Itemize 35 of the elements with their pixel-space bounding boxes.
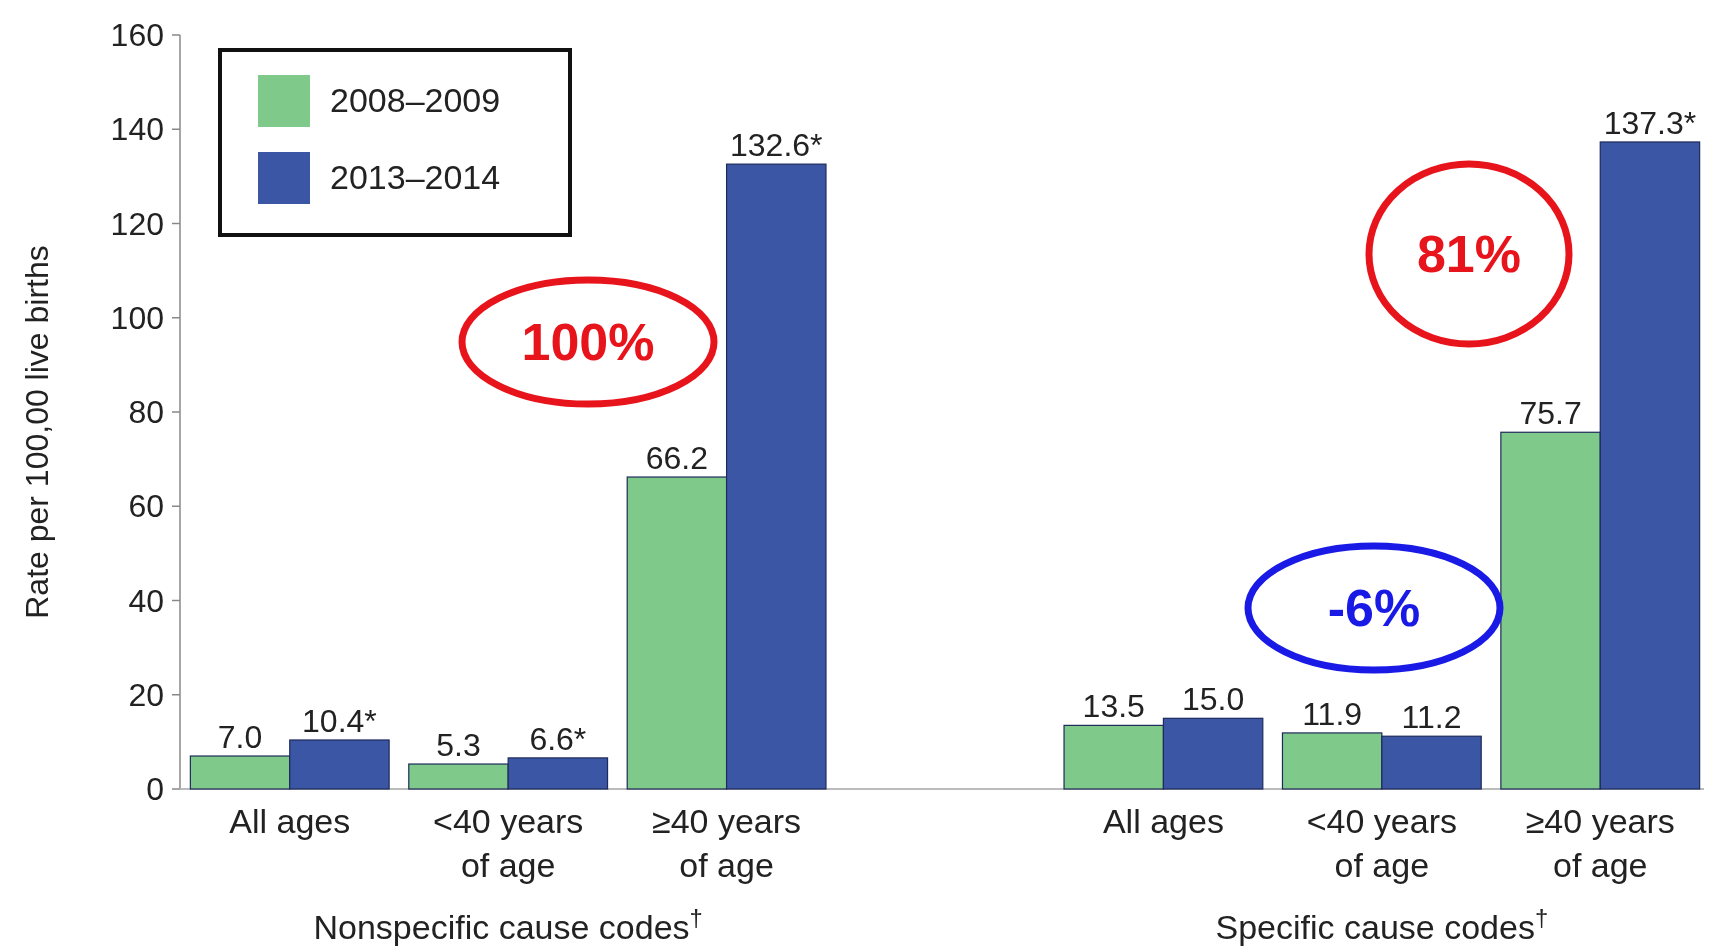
x-tick-label: <40 years of age: [433, 802, 584, 884]
y-tick-label: 140: [110, 111, 164, 148]
data-label: 6.6*: [529, 720, 587, 757]
x-tick-label: All ages: [229, 802, 351, 840]
x-tick-label: <40 years of age: [1306, 802, 1457, 884]
y-tick-label: 0: [146, 771, 164, 807]
y-tick-label: 60: [128, 488, 164, 525]
data-label: 137.3*: [1603, 104, 1697, 141]
data-label: 11.9: [1302, 695, 1363, 732]
annotation: 100%: [521, 313, 655, 371]
data-label: 66.2: [645, 440, 709, 477]
data-label: 15.0: [1181, 681, 1245, 718]
annotation: 81%: [1416, 225, 1522, 283]
data-label: 10.4*: [302, 702, 377, 739]
data-label: 5.3: [436, 727, 481, 764]
y-tick-label: 40: [128, 582, 164, 619]
y-tick-label: 160: [110, 17, 164, 53]
annotation: -6%: [1327, 579, 1421, 637]
legend-label: 2008–2009: [330, 81, 501, 119]
text: Nonspecific cause codes$^{†}$: [313, 903, 703, 946]
data-label: 132.6*: [730, 127, 823, 164]
data-label: 75.7: [1519, 395, 1582, 432]
x-tick-label: All ages: [1102, 802, 1224, 840]
y-axis-title: Rate per 100,00 live births: [19, 245, 55, 619]
y-tick-label: 20: [128, 676, 164, 713]
x-tick-label: ≥40 years of age: [1525, 802, 1675, 884]
data-label: 11.2: [1401, 699, 1462, 736]
y-tick-label: 120: [110, 205, 164, 242]
data-label: 7.0: [217, 719, 263, 756]
y-tick-label: 80: [128, 394, 164, 430]
legend-label: 2013–2014: [330, 158, 501, 196]
x-tick-label: ≥40 years of age: [652, 802, 802, 884]
text: Specific cause codes$^{†}$: [1215, 903, 1549, 946]
data-label: 13.5: [1082, 688, 1145, 725]
y-tick-label: 100: [110, 299, 164, 336]
